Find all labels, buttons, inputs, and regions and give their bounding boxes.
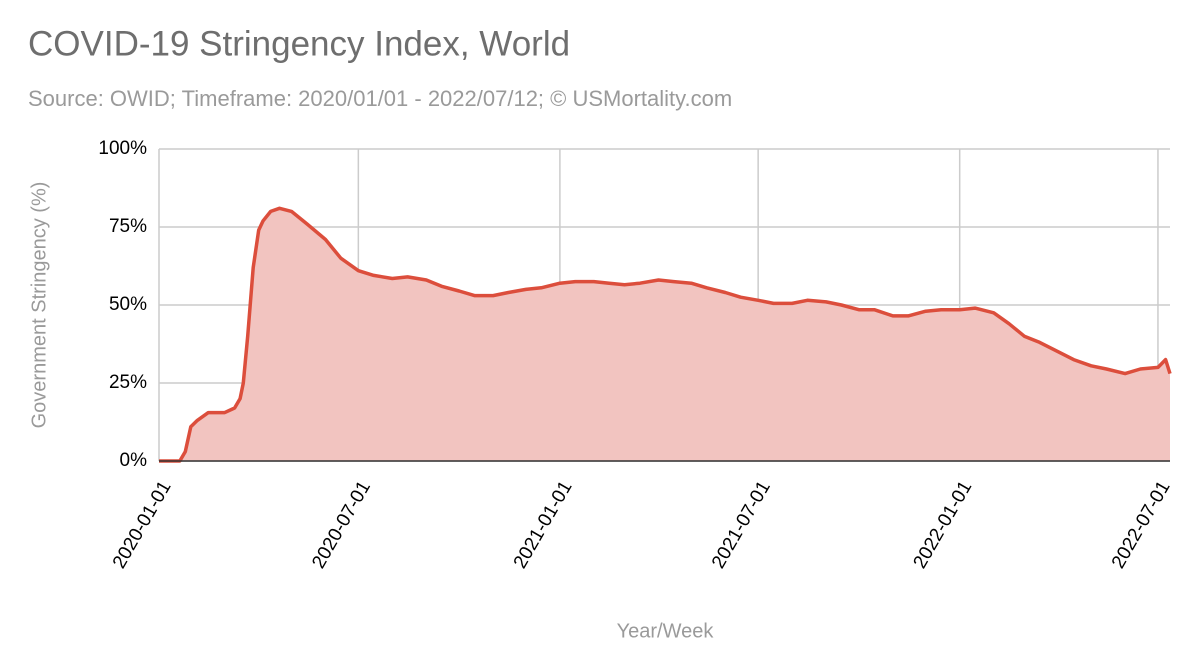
x-tick-label: 2021-07-01 bbox=[708, 478, 775, 573]
x-tick-label: 2020-07-01 bbox=[308, 478, 375, 573]
area-fill bbox=[159, 208, 1170, 461]
y-tick-label: 75% bbox=[109, 216, 147, 237]
x-tick-label: 2022-07-01 bbox=[1108, 478, 1175, 573]
y-tick-label: 25% bbox=[109, 372, 147, 393]
y-axis-label: Government Stringency (%) bbox=[28, 182, 50, 429]
y-tick-label: 100% bbox=[98, 138, 147, 159]
x-axis-label: Year/Week bbox=[617, 620, 715, 642]
x-tick-label: 2020-01-01 bbox=[109, 478, 176, 573]
x-tick-label: 2021-01-01 bbox=[510, 478, 577, 573]
x-tick-label: 2022-01-01 bbox=[910, 478, 977, 573]
y-tick-label: 50% bbox=[109, 294, 147, 315]
y-tick-label: 0% bbox=[120, 450, 148, 471]
chart-title: COVID-19 Stringency Index, World bbox=[28, 24, 570, 63]
chart-subtitle: Source: OWID; Timeframe: 2020/01/01 - 20… bbox=[28, 86, 732, 111]
area-line bbox=[159, 206, 1172, 463]
